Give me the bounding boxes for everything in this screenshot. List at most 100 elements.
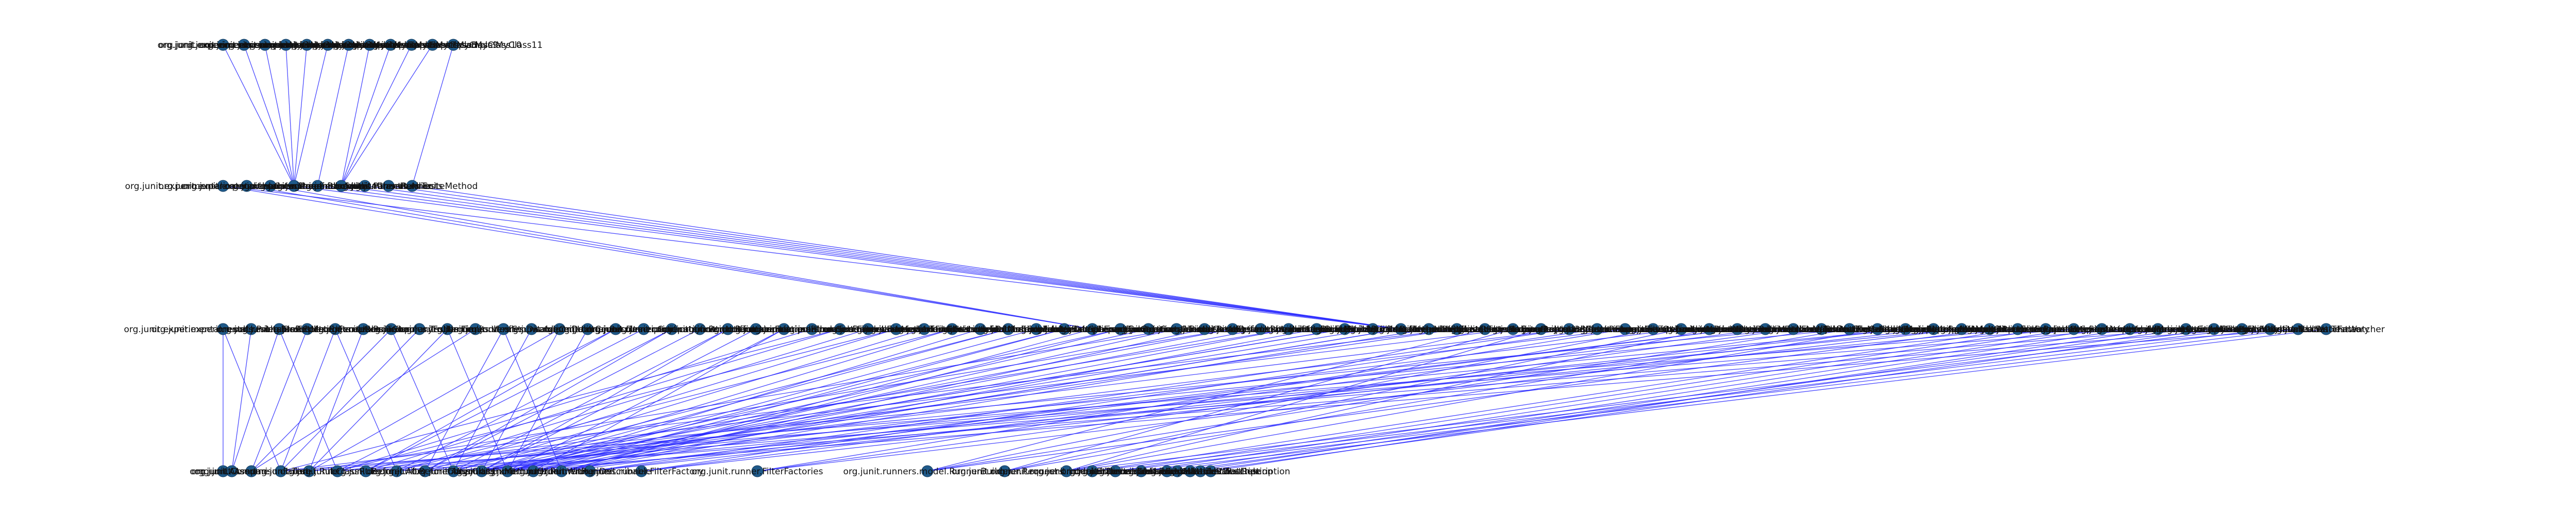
edge-row1-row2	[285, 44, 295, 186]
graph-node	[582, 323, 594, 335]
edge-row1-row2	[341, 44, 433, 186]
node-label: org.junit.runner.FilterFactory	[579, 467, 703, 477]
node-label: org.junit.Rule	[280, 467, 338, 477]
edge-row3-row4	[231, 329, 280, 472]
graph-node	[2011, 323, 2024, 335]
edge-row3-row4	[533, 329, 784, 472]
node-label: org.junit.experimental.theories.internal…	[1958, 324, 2190, 335]
node-label: org.junit.runners.model.MultipleFailureE…	[902, 324, 1115, 335]
graph-node	[331, 465, 344, 477]
node-label: org.junit.internal.runners.JUnit38ClassR…	[1442, 324, 1640, 335]
graph-node	[241, 180, 253, 192]
graph-node	[405, 39, 418, 51]
edge-row3-row4	[309, 329, 1177, 472]
node-label: org.junit.Before	[332, 467, 400, 477]
node-label: org.junit.runners.model.TestClass	[823, 324, 969, 335]
edge-row3-row4	[425, 329, 700, 472]
graph-node	[1843, 323, 1856, 335]
graph-node	[1311, 323, 1323, 335]
edge-row3-row4	[251, 329, 392, 472]
edge-row3-row4	[365, 329, 1850, 472]
graph-node	[2208, 323, 2220, 335]
node-label: org.junit.rules.DisableOnDebug	[463, 324, 600, 335]
node-label: org.junit.Assume	[195, 467, 269, 477]
node-layer	[217, 39, 2332, 477]
graph-node	[666, 323, 678, 335]
node-label: org.junit.experiments.sample.MyClass1	[158, 40, 331, 50]
node-label: org.junit.internal.builders.SuiteMethodB…	[1273, 324, 1473, 335]
edge-row3-row4	[507, 329, 1373, 472]
graph-node	[1619, 323, 1631, 335]
node-label: org.junit.experiments.sample.MyClass7	[283, 40, 456, 50]
node-label: org.junit.runners.SuiteMethod	[347, 181, 478, 192]
edge-row1-row2	[264, 44, 295, 186]
graph-node	[1255, 323, 1267, 335]
edge-row3-row4	[1166, 329, 2102, 472]
graph-node	[1984, 323, 1996, 335]
node-label: org.junit.internal.ArrayComparisonFailur…	[974, 324, 1155, 335]
edge-row3-row4	[309, 329, 364, 472]
edge-row3-row4	[337, 329, 896, 472]
node-label: org.junit.internal.runners.model.Reflect…	[1683, 324, 1904, 335]
node-label: org.junit.experiments.sample.MyClass8	[304, 40, 477, 50]
graph-node	[385, 323, 398, 335]
graph-node	[1282, 323, 1295, 335]
node-label: org.junit.validator.PublicClassValidator	[2158, 324, 2326, 335]
node-label: org.junit.rules.RuleChain	[310, 324, 417, 335]
node-label: org.junit.internal.builders.JUnit4Builde…	[1260, 324, 1430, 335]
graph-node	[288, 180, 300, 192]
edge-row3-row4	[1066, 329, 1541, 472]
node-label: org.junit.runner.manipulation.Filter	[680, 324, 832, 335]
graph-node	[1675, 323, 1687, 335]
graph-node	[1338, 323, 1351, 335]
node-label: org.junit.internal.runners.statements.Ex…	[1450, 324, 1688, 335]
graph-node	[2096, 323, 2108, 335]
edge-row3-row4	[1066, 329, 1878, 472]
node-label: org.junit.runner.manipulation.Filterable	[726, 324, 898, 335]
node-label: org.junit.runners.Parameterized	[224, 181, 364, 192]
edge-row3-row4	[337, 329, 2130, 472]
graph-node	[259, 39, 271, 51]
node-label: org.junit.Assert	[190, 467, 257, 477]
node-label: org.junit.internal.matchers.TypeSafeMatc…	[1808, 324, 2003, 335]
graph-node	[217, 180, 229, 192]
edge-row3-row4	[641, 329, 1766, 472]
edge-row3-row4	[507, 329, 1682, 472]
node-label: org.junit.rules.TemporaryFolder	[323, 324, 460, 335]
node-label: org.junit.internal.runners.rules.RuleMem…	[1622, 324, 1853, 335]
node-label: org.junit.rules.Stopwatch	[449, 324, 558, 335]
graph-node	[469, 323, 482, 335]
node-label: org.junit.internal.builders.AllDefaultPo…	[1113, 324, 1351, 335]
node-label: org.junit.experiments.sample.MyClass11	[364, 40, 543, 50]
edge-row3-row4	[337, 329, 1513, 472]
graph-node	[329, 323, 342, 335]
node-label: org.junit.validator.AnnotationsValidator	[2128, 324, 2300, 335]
graph-node	[384, 39, 397, 51]
graph-node	[1171, 465, 1183, 477]
node-label: org.junit.rules.MethodRule	[1120, 467, 1235, 477]
edge-row1-row2	[341, 44, 391, 186]
edge-row3-row4	[425, 329, 1289, 472]
node-label: org.junit.internal.builders.IgnoredBuild…	[1199, 324, 1377, 335]
graph-node	[312, 180, 324, 192]
node-label: org.junit.internal.SerializableValueDesc…	[1090, 467, 1291, 477]
edge-row3-row4	[223, 329, 281, 472]
graph-node	[1142, 323, 1155, 335]
edge-row1-row2	[341, 44, 370, 186]
edge-row3-row4	[365, 329, 644, 472]
graph-node	[1086, 323, 1098, 335]
graph-node	[275, 465, 287, 477]
edge-row1-row2	[293, 44, 328, 186]
node-label: org.junit.internal.matchers.ThrowableMes…	[1702, 324, 1941, 335]
edge-row3-row4	[1004, 329, 1682, 472]
graph-node	[635, 465, 648, 477]
edge-row3-row4	[757, 329, 1625, 472]
graph-node	[406, 180, 418, 192]
graph-node	[343, 39, 355, 51]
node-label: org.junit.experiments.sample.MyClass5	[241, 40, 414, 50]
edge-row3-row4	[309, 329, 560, 472]
edge-row3-row4	[507, 329, 1064, 472]
node-label: org.junit.rules.TestName	[366, 324, 472, 335]
label-layer: org.junit.experiments.sampleorg.junit.ex…	[124, 40, 2385, 477]
node-label: org.junit.internal.Throwables	[1029, 467, 1155, 477]
